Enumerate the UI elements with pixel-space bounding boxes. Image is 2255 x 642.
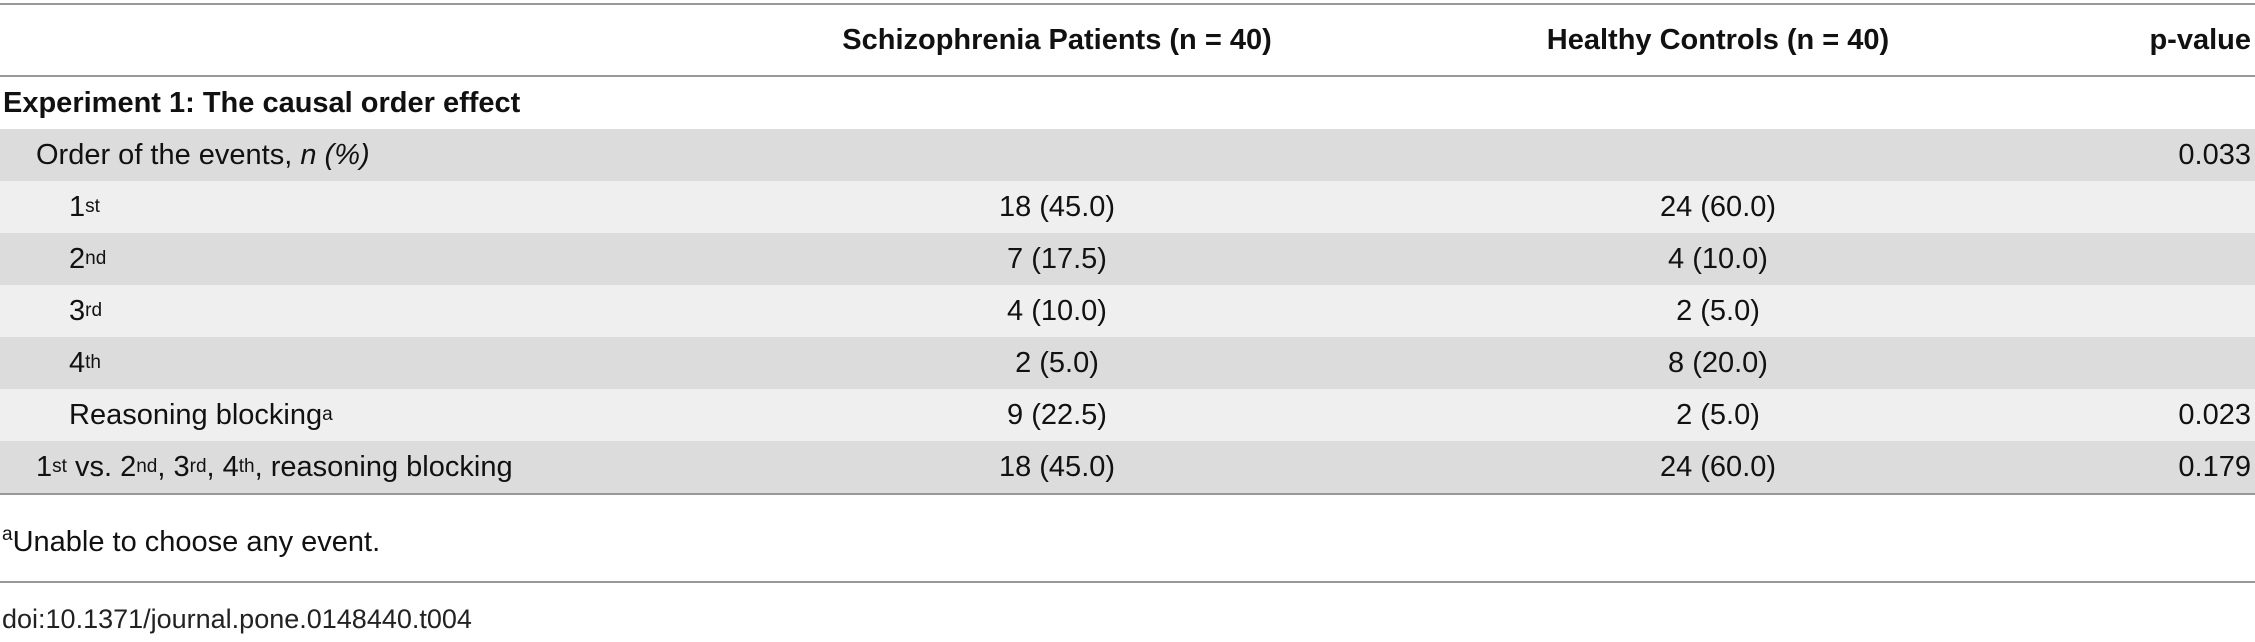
text: , 3: [157, 450, 190, 483]
cell-value: 8 (20.0): [1668, 346, 1768, 379]
text: 1: [36, 450, 53, 483]
doi: doi:10.1371/journal.pone.0148440.t004: [2, 604, 472, 634]
row-label: Reasoning blocking a: [69, 398, 333, 431]
cell-value: 0.033: [2178, 138, 2251, 171]
cell-value: 2 (5.0): [1676, 294, 1760, 327]
cell-value: 0.179: [2178, 450, 2251, 483]
row-label: Order of the events, n (%): [0, 129, 370, 181]
cell-value: 4 (10.0): [1007, 294, 1107, 327]
text: Unable to choose any event.: [12, 526, 381, 558]
text: 3: [69, 294, 86, 327]
rule: [0, 581, 2255, 583]
text: 4: [69, 346, 86, 379]
section-title: Experiment 1: The causal order effect: [3, 86, 521, 119]
text: , 4: [206, 450, 239, 483]
table-row: Order of the events, n (%) 0.033: [0, 129, 2255, 181]
text: Reasoning blocking: [69, 398, 323, 431]
cell-value: 0.023: [2178, 398, 2251, 431]
cell-value: 24 (60.0): [1659, 450, 1777, 483]
italic-text: n (%): [300, 138, 370, 171]
section-row: Experiment 1: The causal order effect: [0, 77, 2255, 129]
footnote: aUnable to choose any event.: [2, 524, 381, 559]
cell-value: 18 (45.0): [998, 450, 1116, 483]
cell-value: 2 (5.0): [1015, 346, 1099, 379]
column-header: p-value: [2149, 23, 2251, 56]
cell-value: 9 (22.5): [1007, 398, 1107, 431]
text: Order of the events,: [36, 138, 301, 171]
table-row: Reasoning blocking a 9 (22.5) 2 (5.0) 0.023: [0, 389, 2255, 441]
cell-value: 2 (5.0): [1676, 398, 1760, 431]
text: vs. 2: [66, 450, 137, 483]
text: 2: [69, 242, 86, 275]
cell-value: 18 (45.0): [998, 190, 1116, 223]
text: , reasoning blocking: [254, 450, 513, 483]
cell-value: 24 (60.0): [1659, 190, 1777, 223]
text: 1: [69, 190, 86, 223]
column-header: Healthy Controls (n = 40): [1546, 23, 1890, 56]
column-header: Schizophrenia Patients (n = 40): [842, 23, 1272, 56]
cell-value: 4 (10.0): [1668, 242, 1768, 275]
cell-value: 7 (17.5): [1007, 242, 1107, 275]
header-row: Schizophrenia Patients (n = 40) Healthy C…: [0, 5, 2255, 77]
superscript: a: [2, 524, 13, 545]
table: Schizophrenia Patients (n = 40) Healthy C…: [0, 3, 2255, 495]
